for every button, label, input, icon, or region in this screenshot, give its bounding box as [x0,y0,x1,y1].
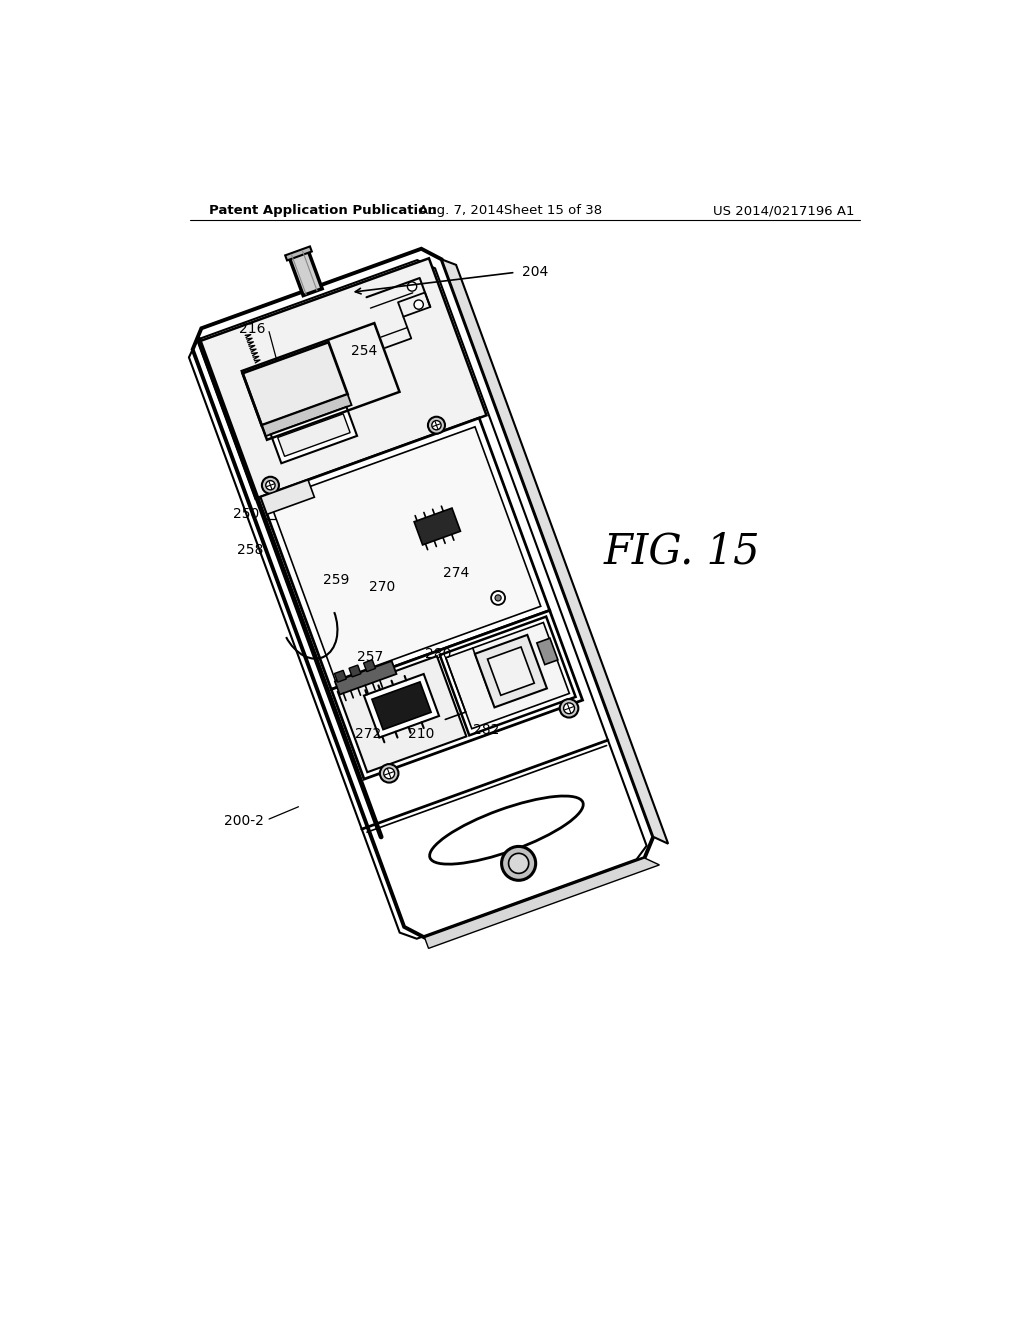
Circle shape [502,846,536,880]
Polygon shape [261,418,550,689]
Text: 204: 204 [521,265,548,280]
Ellipse shape [430,796,584,865]
Polygon shape [262,395,351,436]
Polygon shape [269,426,541,681]
Polygon shape [278,414,350,457]
Text: 216: 216 [240,322,266,337]
Circle shape [408,282,417,292]
Circle shape [560,700,579,718]
Polygon shape [440,616,575,735]
Text: 274: 274 [442,566,469,579]
Polygon shape [364,675,439,738]
Circle shape [492,591,505,605]
Polygon shape [261,480,314,515]
Text: 270: 270 [369,579,395,594]
Polygon shape [414,508,461,545]
Polygon shape [487,647,535,696]
Polygon shape [193,248,653,937]
Polygon shape [349,665,360,677]
Text: Sheet 15 of 38: Sheet 15 of 38 [504,205,602,218]
Polygon shape [425,858,659,948]
Circle shape [495,595,501,601]
Polygon shape [445,623,569,729]
Text: 210: 210 [408,727,434,742]
Polygon shape [289,249,323,296]
Text: US 2014/0217196 A1: US 2014/0217196 A1 [713,205,855,218]
Polygon shape [338,656,466,772]
Polygon shape [335,671,346,682]
Text: FIG. 15: FIG. 15 [604,531,761,572]
Polygon shape [285,247,311,260]
Polygon shape [331,610,583,779]
Polygon shape [243,342,347,425]
Text: 257: 257 [356,651,383,664]
Text: 200-2: 200-2 [224,813,263,828]
Text: Aug. 7, 2014: Aug. 7, 2014 [419,205,504,218]
Circle shape [266,480,275,490]
Polygon shape [335,661,396,694]
Text: 272: 272 [355,726,381,741]
Text: 282: 282 [473,723,500,737]
Circle shape [563,704,574,714]
Polygon shape [198,259,486,499]
Polygon shape [537,638,558,664]
Polygon shape [372,682,431,730]
Circle shape [432,421,441,430]
Text: 254: 254 [351,345,378,358]
Polygon shape [475,635,547,708]
Text: 250: 250 [233,507,260,521]
Text: 280: 280 [425,647,452,661]
Polygon shape [364,660,376,672]
Text: 258: 258 [238,543,263,557]
Circle shape [428,417,445,434]
Circle shape [414,300,423,309]
Polygon shape [441,260,668,843]
Text: Patent Application Publication: Patent Application Publication [209,205,437,218]
Circle shape [380,764,398,783]
Circle shape [384,768,394,779]
Circle shape [262,477,279,494]
Text: 259: 259 [324,573,349,587]
Polygon shape [270,407,357,463]
Circle shape [509,853,528,874]
